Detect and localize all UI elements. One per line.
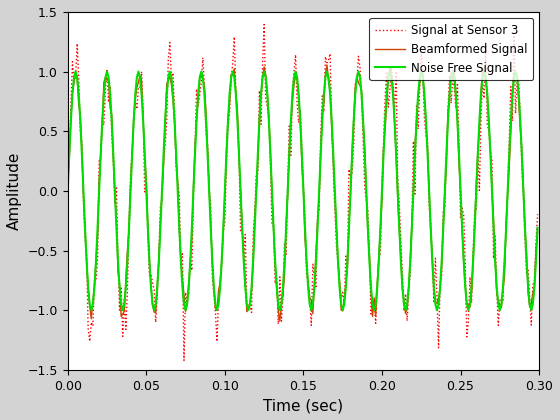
- Noise Free Signal: [346, 225, 352, 230]
- Y-axis label: Amplitude: Amplitude: [7, 152, 22, 230]
- Beamformed Signal: [346, 221, 352, 226]
- Noise Free Signal: [534, 225, 541, 230]
- Noise Free Signal: [493, 285, 500, 290]
- Beamformed Signal: [66, 154, 73, 159]
- Beamformed Signal: [324, 63, 330, 68]
- Noise Free Signal: [347, 188, 354, 193]
- Beamformed Signal: [464, 302, 470, 307]
- Signal at Sensor 3: [534, 212, 541, 217]
- Signal at Sensor 3: [493, 285, 500, 290]
- Noise Free Signal: [355, 69, 362, 74]
- Signal at Sensor 3: [464, 334, 470, 339]
- Noise Free Signal: [64, 188, 71, 193]
- Line: Beamformed Signal: Beamformed Signal: [68, 65, 538, 321]
- Beamformed Signal: [355, 80, 362, 85]
- Legend: Signal at Sensor 3, Beamformed Signal, Noise Free Signal: Signal at Sensor 3, Beamformed Signal, N…: [370, 18, 533, 81]
- Noise Free Signal: [464, 302, 470, 307]
- Signal at Sensor 3: [261, 22, 268, 27]
- Signal at Sensor 3: [64, 178, 71, 183]
- Beamformed Signal: [534, 229, 541, 234]
- Line: Signal at Sensor 3: Signal at Sensor 3: [68, 24, 538, 360]
- Beamformed Signal: [493, 289, 500, 294]
- X-axis label: Time (sec): Time (sec): [263, 398, 343, 413]
- Noise Free Signal: [88, 307, 95, 312]
- Signal at Sensor 3: [181, 358, 188, 363]
- Beamformed Signal: [347, 191, 354, 196]
- Line: Noise Free Signal: Noise Free Signal: [68, 71, 538, 310]
- Signal at Sensor 3: [347, 175, 354, 180]
- Noise Free Signal: [72, 69, 79, 74]
- Signal at Sensor 3: [346, 167, 352, 172]
- Beamformed Signal: [277, 318, 283, 323]
- Signal at Sensor 3: [355, 54, 362, 59]
- Beamformed Signal: [64, 178, 71, 183]
- Signal at Sensor 3: [66, 155, 73, 160]
- Noise Free Signal: [66, 152, 73, 157]
